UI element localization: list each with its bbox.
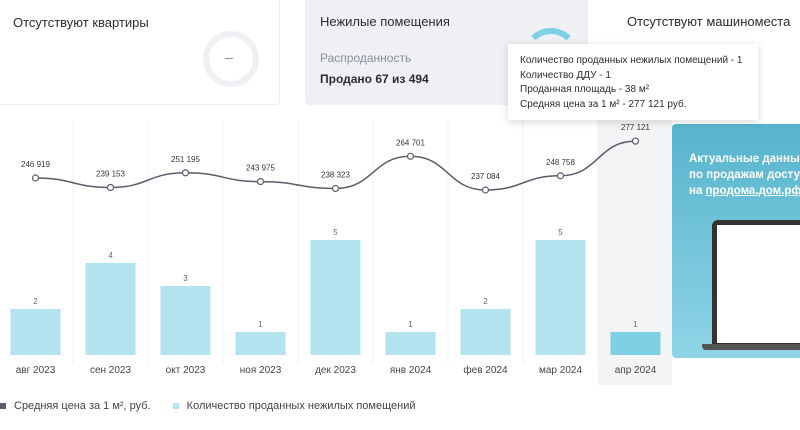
bar [460,309,511,355]
price-label: 277 121 [621,123,650,132]
tooltip-line: Проданная площадь - 38 м² [520,84,650,95]
tooltip-line: Средняя цена за 1 м² - 277 121 руб. [520,98,687,110]
legend-label: Количество проданных нежилых помещений [186,400,416,412]
x-tick-label: дек 2023 [315,365,356,376]
sellout-label: Распроданность [320,51,412,65]
promo-text: Актуальные данные [689,153,800,165]
price-point [631,137,640,145]
card-title: Отсутствуют машиноместа [627,14,791,29]
price-point [181,169,190,177]
tooltip: Количество проданных нежилых помещений -… [508,44,758,120]
ring-value: – [225,49,233,65]
bar [10,309,61,355]
bar-label: 5 [333,228,338,237]
bar-label: 2 [33,297,38,306]
price-label: 238 323 [321,170,350,179]
bar-label: 3 [183,274,188,283]
bar-label: 5 [558,228,563,237]
legend-label: Средняя цена за 1 м², руб. [14,400,151,412]
x-tick-label: мар 2024 [539,365,582,376]
bar-label: 2 [483,297,488,306]
chart-legend: Средняя цена за 1 м², руб. Количество пр… [0,400,416,412]
promo-link[interactable]: продома.дом.рф [705,185,800,197]
price-point [256,177,265,186]
promo-banner[interactable]: Актуальные данные по продажам доступ на пр… [672,124,800,358]
tooltip-line: Количество проданных нежилых помещений -… [520,55,743,66]
bar [235,332,286,355]
bar [160,286,211,355]
legend-item-price[interactable]: Средняя цена за 1 м², руб. [0,400,151,412]
sales-chart: 2 авг 2023 4 сен 2023 3 окт 2023 1 ноя 2023 5 дек… [10,120,672,385]
progress-ring [203,31,259,87]
x-tick-label: окт 2023 [166,365,206,376]
price-point [106,183,115,192]
legend-item-count[interactable]: Количество проданных нежилых помещений [172,400,416,412]
x-tick-label: янв 2024 [390,365,432,376]
bar [610,332,661,355]
promo-text: по продажам доступ [689,169,800,181]
price-label: 239 153 [96,169,125,178]
bar [535,240,586,355]
laptop-base [702,344,800,350]
price-point [481,186,490,194]
legend-swatch [172,403,179,409]
apartments-card: Отсутствуют квартиры – [0,0,280,105]
laptop-image [712,220,800,348]
price-label: 264 701 [396,138,425,147]
x-tick-label: апр 2024 [615,365,657,376]
card-title: Нежилые помещения [320,14,450,29]
bar [385,332,436,355]
price-point [31,174,40,182]
tooltip-line: Количество ДДУ - 1 [520,69,611,81]
price-line [35,140,636,191]
price-label: 237 084 [471,172,500,181]
legend-swatch [0,403,6,409]
bar-label: 1 [258,320,263,329]
sold-count: Продано 67 из 494 [320,72,429,86]
x-tick-label: авг 2023 [16,365,56,376]
bar-label: 4 [108,251,113,260]
bar-label: 1 [408,320,413,329]
bar [85,263,136,355]
promo-text: на [689,185,706,197]
price-label: 246 919 [21,160,50,169]
card-title: Отсутствуют квартиры [13,15,149,30]
bar-label: 1 [633,320,638,329]
price-label: 248 758 [546,158,575,167]
price-point [556,172,565,180]
price-label: 251 195 [171,155,200,164]
x-tick-label: сен 2023 [90,365,132,376]
x-tick-label: фев 2024 [463,364,508,376]
price-point [331,184,340,193]
bar [310,240,361,355]
price-label: 243 975 [246,164,275,173]
x-tick-label: ноя 2023 [240,365,282,376]
price-point [406,152,415,160]
